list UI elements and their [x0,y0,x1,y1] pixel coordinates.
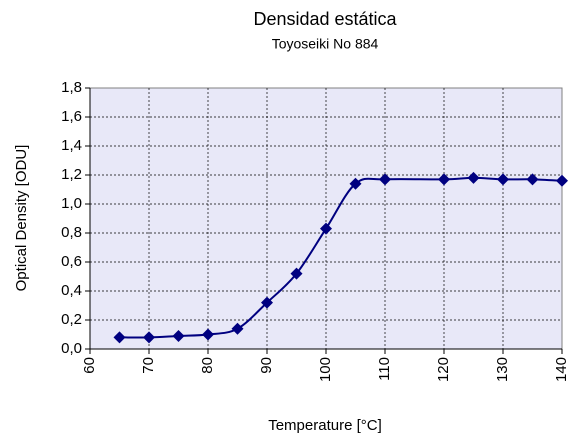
data-point [467,171,480,184]
y-tick-label: 1,2 [61,166,82,183]
y-tick-label: 0,2 [61,311,82,328]
x-tick-label: 60 [81,357,98,374]
data-point [231,322,244,335]
y-tick-label: 1,0 [61,195,82,212]
data-point [556,174,568,187]
data-point [172,329,185,342]
data-point [320,222,332,235]
x-tick-label: 80 [199,357,216,374]
data-point [526,173,539,186]
data-point [349,177,362,190]
data-point [261,296,273,309]
y-tick-label: 1,4 [61,137,82,154]
x-tick-label: 140 [553,357,570,382]
data-point [497,173,509,186]
x-tick-label: 110 [376,357,393,381]
x-axis-label: Temperature [°C] [268,417,382,434]
y-tick-label: 0,4 [61,282,82,299]
x-tick-label: 130 [494,357,511,382]
data-point [143,331,155,344]
y-axis-label: Optical Density [ODU] [13,145,30,292]
x-tick-label: 70 [140,357,157,374]
y-tick-label: 0,8 [61,224,82,241]
chart-title: Densidad estática [253,9,397,29]
y-tick-label: 0,0 [61,340,82,357]
data-point [202,328,214,341]
x-tick-label: 100 [317,357,334,382]
y-tick-label: 1,6 [61,108,82,125]
chart-subtitle: Toyoseiki No 884 [272,36,379,52]
data-point [379,173,391,186]
data-point [113,331,126,344]
y-tick-label: 1,8 [61,79,82,96]
x-tick-label: 120 [435,357,452,382]
data-point [290,267,303,280]
y-tick-label: 0,6 [61,253,82,270]
data-point [438,173,450,186]
x-tick-label: 90 [258,357,275,374]
